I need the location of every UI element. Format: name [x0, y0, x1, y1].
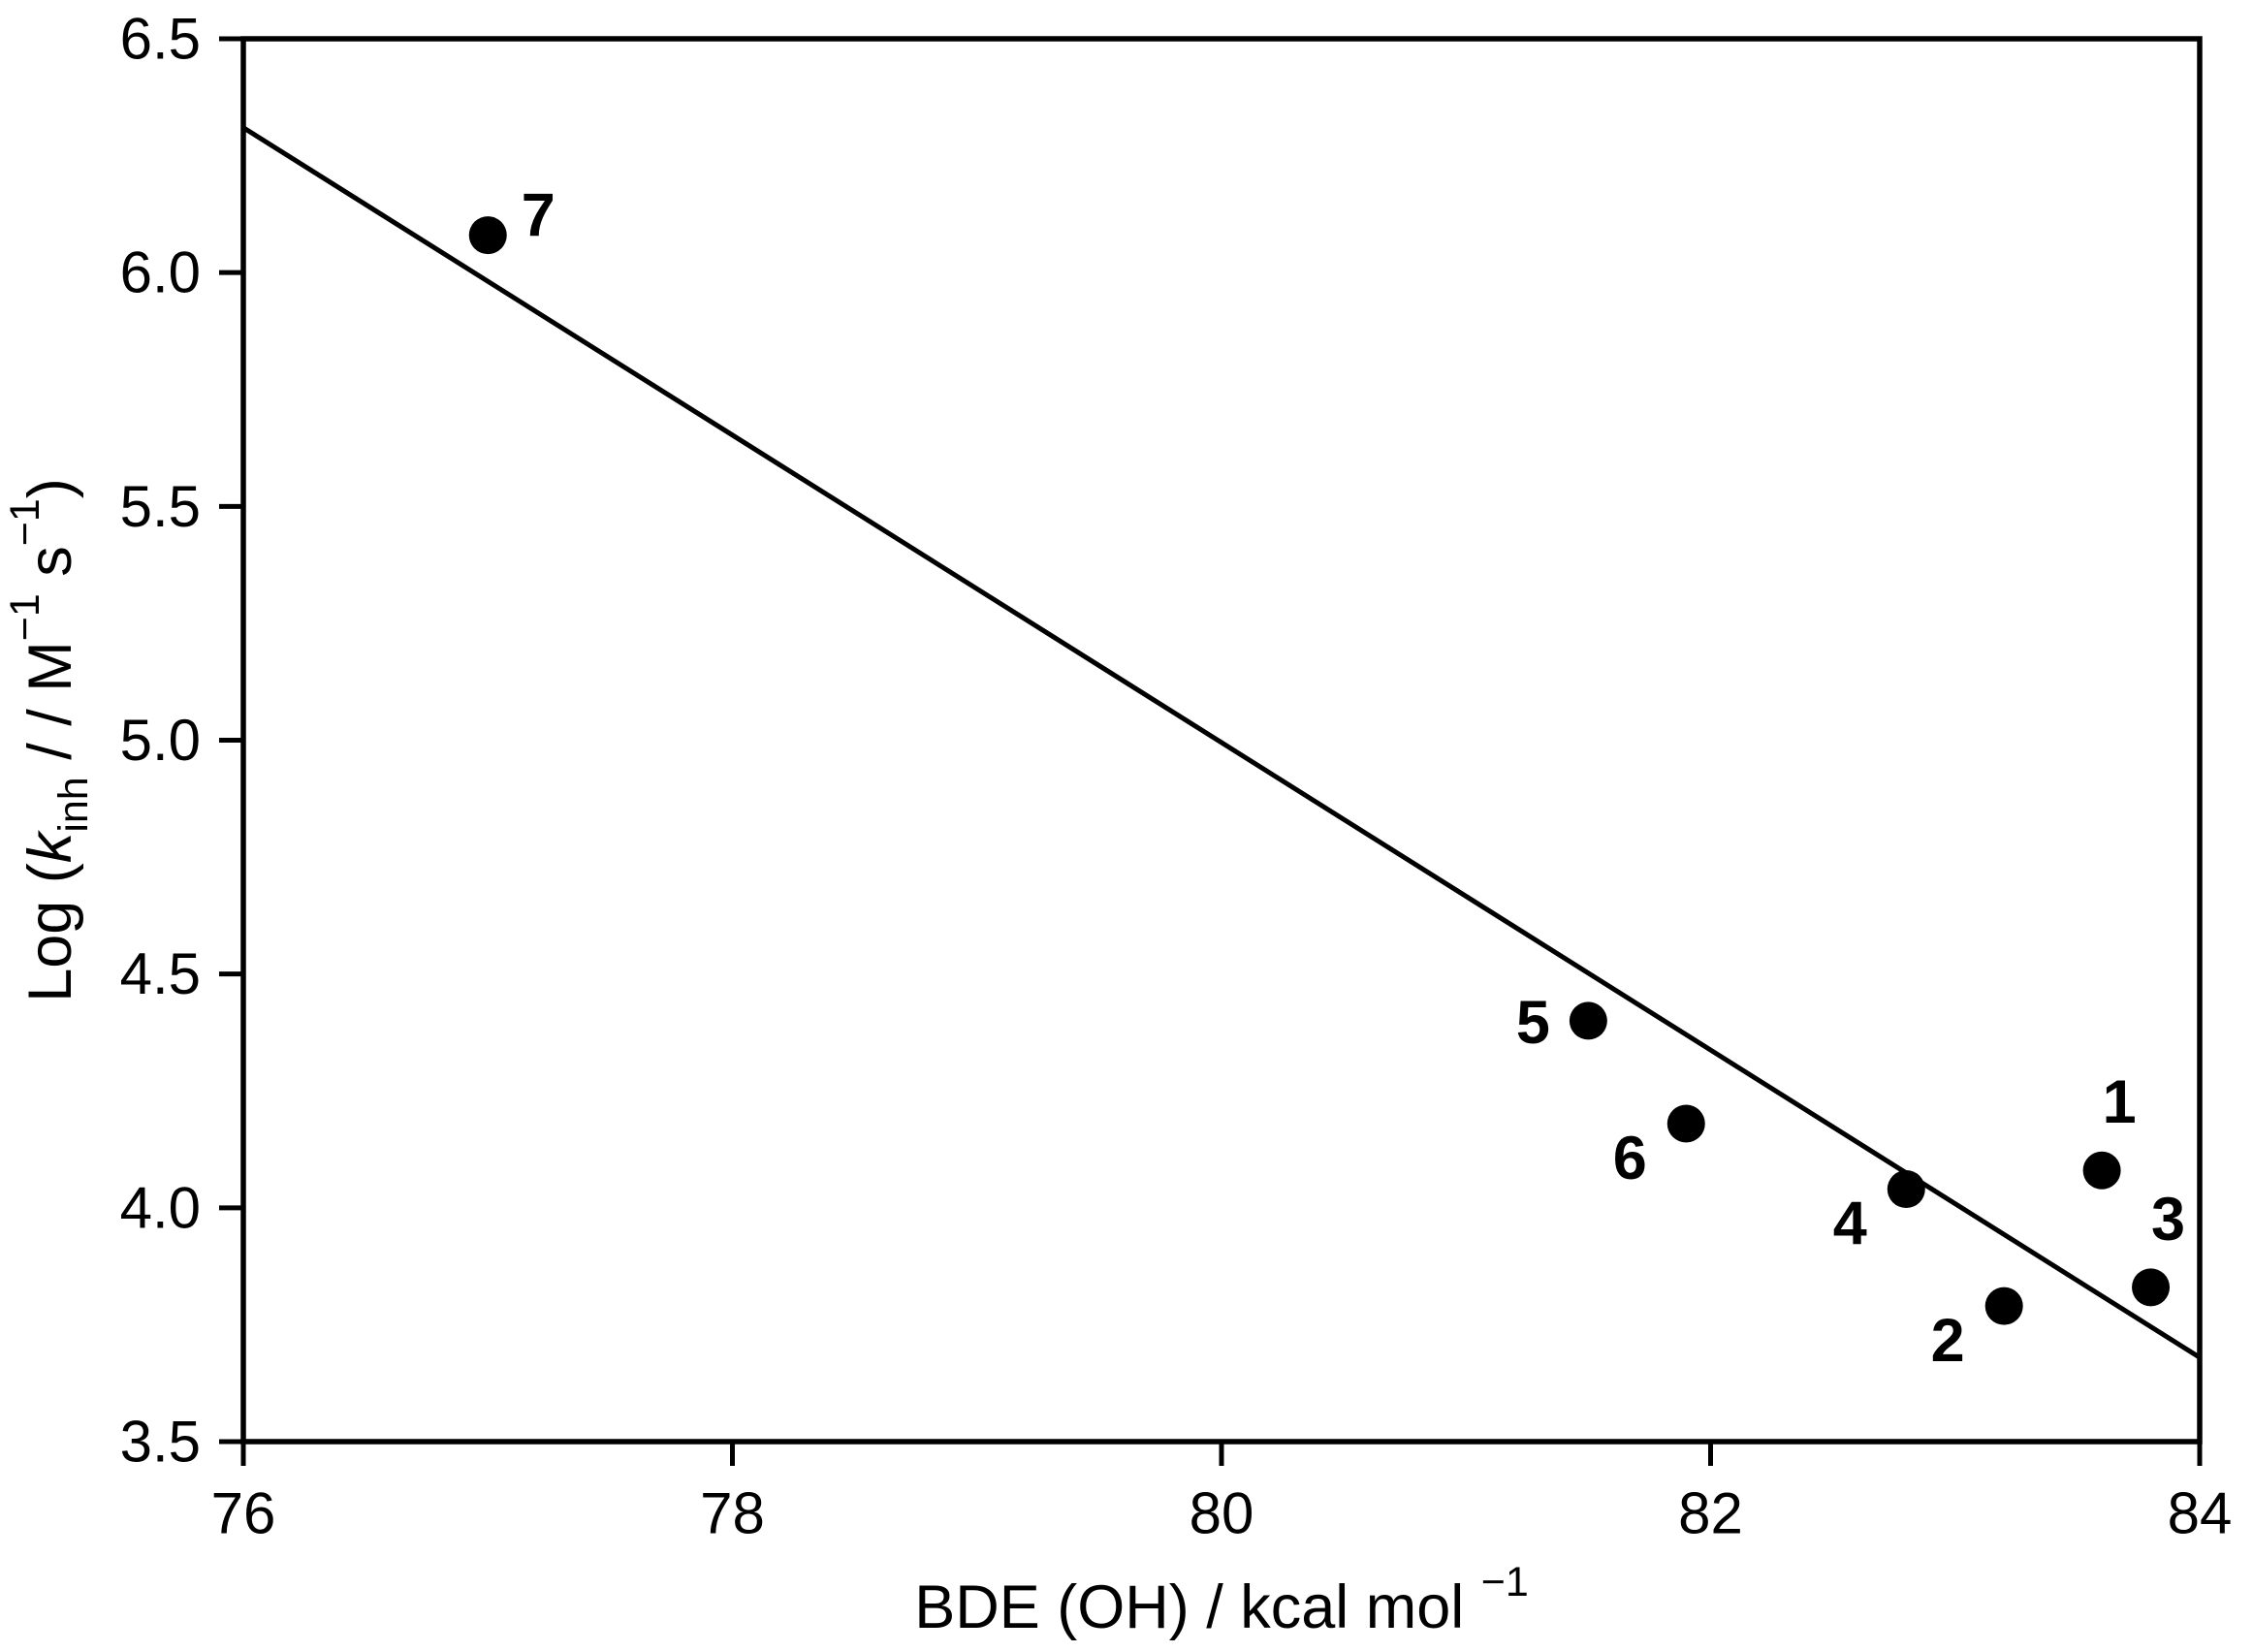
y-tick-label: 4.5	[120, 941, 201, 1006]
data-point-5	[1569, 1001, 1607, 1040]
data-point-2	[1984, 1287, 2023, 1325]
data-point-label-2: 2	[1931, 1307, 1965, 1375]
axis-title-segment: −1	[2, 593, 48, 641]
y-tick-label: 5.5	[120, 474, 201, 539]
data-point-4	[1887, 1170, 1925, 1209]
y-tick-label: 4.0	[120, 1175, 201, 1240]
data-point-label-5: 5	[1516, 989, 1550, 1057]
data-point-label-4: 4	[1833, 1191, 1867, 1258]
y-tick-label: 6.0	[120, 240, 201, 305]
axis-title-segment: k	[16, 829, 84, 863]
x-axis-title: BDE (OH) / kcal mol −1	[914, 1559, 1529, 1641]
data-point-7	[468, 216, 507, 255]
axis-title-segment: Log (	[16, 863, 84, 1002]
data-point-label-7: 7	[522, 182, 555, 250]
x-tick-label: 76	[211, 1481, 276, 1546]
x-tick-label: 80	[1190, 1481, 1254, 1546]
axis-title-segment: −1	[2, 498, 48, 546]
data-point-3	[2132, 1268, 2171, 1307]
trend-line	[241, 125, 2202, 1360]
y-axis-title: Log (kinh / / M−1 s−1)	[2, 478, 97, 1002]
data-point-label-6: 6	[1613, 1125, 1647, 1192]
x-tick-label: 84	[2168, 1481, 2233, 1546]
x-tick-label: 82	[1678, 1481, 1743, 1546]
axis-title-segment: / / M	[16, 641, 84, 777]
axis-title-segment: BDE (OH) / kcal mol	[914, 1573, 1481, 1641]
data-point-label-3: 3	[2151, 1186, 2185, 1254]
axis-title-segment: −1	[1481, 1559, 1529, 1605]
x-tick-label: 78	[700, 1481, 765, 1546]
y-tick-label: 3.5	[120, 1410, 201, 1475]
axis-title-segment: inh	[50, 777, 97, 832]
data-point-1	[2082, 1151, 2121, 1190]
data-point-6	[1666, 1104, 1705, 1143]
axis-title-segment: )	[16, 478, 84, 498]
y-tick-label: 6.5	[120, 7, 201, 72]
y-tick-label: 5.0	[120, 708, 201, 773]
axis-title-segment: s	[16, 546, 84, 593]
data-point-label-1: 1	[2103, 1068, 2137, 1136]
